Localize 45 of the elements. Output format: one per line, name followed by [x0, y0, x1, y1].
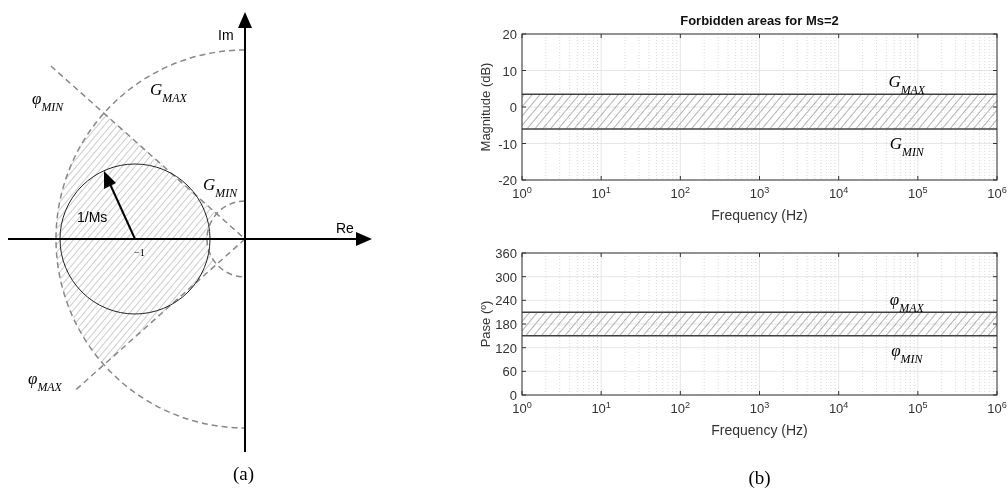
text: (b): [748, 467, 771, 489]
x-tick-label: 10$^{2}$: [670, 400, 691, 416]
ref-line-label: G$_{MAX}$: [888, 72, 926, 98]
y-tick-label: 20: [502, 27, 517, 42]
y-tick-label: 360: [495, 246, 517, 261]
x-tick-label: 10$^{5}$: [908, 400, 928, 416]
y-tick-label: 0: [509, 100, 517, 115]
x-tick-label: 10$^{3}$: [749, 400, 770, 416]
x-tick-label: 10$^{4}$: [828, 400, 849, 416]
y-tick-label: 240: [495, 293, 517, 309]
text: Re: [336, 220, 355, 236]
y-axis-title: Pase (º): [478, 300, 493, 348]
y-tick-label: 120: [495, 340, 517, 356]
x-axis-title: Frequency (Hz): [711, 207, 808, 223]
y-tick-label: 300: [495, 269, 517, 285]
text: φ$_{MIN}$: [32, 89, 65, 114]
x-tick-label: 10$^{5}$: [908, 185, 928, 201]
y-axis-title: Magnitude (dB): [478, 62, 493, 152]
x-tick-label: 10$^{1}$: [591, 400, 611, 416]
y-tick-label: 60: [502, 364, 517, 380]
ref-line-label: G$_{MIN}$: [889, 133, 925, 159]
x-tick-label: 10$^{6}$: [987, 185, 1007, 201]
y-tick-label: 180: [495, 317, 517, 332]
text: 1/Ms: [77, 209, 108, 225]
x-tick-label: 10$^{0}$: [512, 185, 532, 201]
ref-line-label: φ$_{MAX}$: [889, 290, 925, 316]
ref-line-label: φ$_{MIN}$: [891, 340, 924, 366]
text: −1: [134, 247, 145, 258]
x-tick-label: 10$^{2}$: [670, 185, 691, 201]
x-tick-label: 10$^{4}$: [828, 185, 849, 201]
text: Im: [218, 27, 234, 43]
chart-title: Forbidden areas for Ms=2: [680, 13, 839, 28]
x-tick-label: 10$^{6}$: [987, 400, 1007, 416]
text: φ$_{MAX}$: [28, 369, 63, 394]
y-tick-label: 10: [502, 63, 517, 79]
text: (a): [233, 463, 255, 485]
text: G$_{MIN}$: [203, 175, 239, 200]
x-tick-label: 10$^{0}$: [512, 400, 532, 416]
text: G$_{MAX}$: [150, 80, 188, 105]
x-tick-label: 10$^{3}$: [749, 185, 770, 201]
y-tick-label: 0: [509, 388, 517, 403]
y-tick-label: -20: [498, 173, 517, 188]
y-tick-label: -10: [498, 136, 517, 152]
x-axis-title: Frequency (Hz): [711, 422, 808, 438]
x-tick-label: 10$^{1}$: [591, 185, 611, 201]
